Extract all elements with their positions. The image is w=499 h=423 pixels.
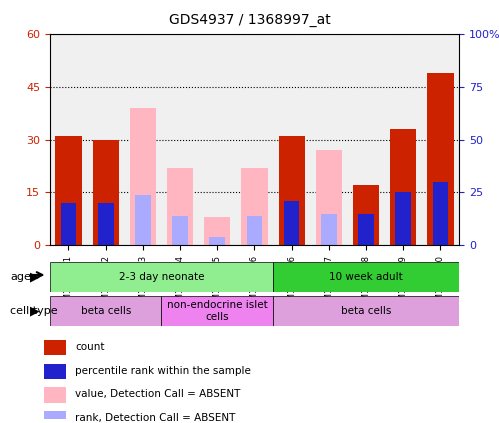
- Bar: [210, 237, 225, 245]
- Bar: [284, 201, 299, 245]
- FancyBboxPatch shape: [273, 262, 459, 292]
- Text: non-endocrine islet
cells: non-endocrine islet cells: [167, 300, 267, 322]
- Text: beta cells: beta cells: [341, 306, 391, 316]
- Bar: [167, 168, 193, 245]
- Bar: [44, 364, 66, 379]
- Bar: [433, 182, 448, 245]
- Bar: [44, 411, 66, 423]
- Bar: [390, 129, 416, 245]
- Bar: [278, 136, 305, 245]
- Bar: [55, 136, 81, 245]
- Bar: [321, 214, 337, 245]
- Text: ▶: ▶: [30, 271, 40, 283]
- FancyBboxPatch shape: [50, 262, 273, 292]
- Bar: [98, 203, 113, 245]
- Bar: [358, 214, 374, 245]
- Bar: [353, 185, 379, 245]
- Text: age: age: [10, 272, 31, 282]
- Bar: [44, 340, 66, 355]
- Bar: [247, 216, 262, 245]
- Bar: [61, 203, 76, 245]
- Text: value, Detection Call = ABSENT: value, Detection Call = ABSENT: [75, 389, 241, 399]
- Text: rank, Detection Call = ABSENT: rank, Detection Call = ABSENT: [75, 413, 236, 423]
- Bar: [204, 217, 231, 245]
- Bar: [428, 73, 454, 245]
- Bar: [316, 150, 342, 245]
- Text: GDS4937 / 1368997_at: GDS4937 / 1368997_at: [169, 13, 330, 27]
- Text: beta cells: beta cells: [80, 306, 131, 316]
- Bar: [93, 140, 119, 245]
- Bar: [135, 195, 151, 245]
- Bar: [242, 168, 267, 245]
- Bar: [44, 387, 66, 403]
- Bar: [130, 108, 156, 245]
- Text: ▶: ▶: [30, 305, 40, 317]
- Text: percentile rank within the sample: percentile rank within the sample: [75, 365, 251, 376]
- Text: 10 week adult: 10 week adult: [329, 272, 403, 282]
- Text: count: count: [75, 342, 105, 352]
- Bar: [396, 192, 411, 245]
- Bar: [172, 216, 188, 245]
- FancyBboxPatch shape: [273, 296, 459, 326]
- FancyBboxPatch shape: [50, 296, 162, 326]
- FancyBboxPatch shape: [162, 296, 273, 326]
- Text: cell type: cell type: [10, 306, 57, 316]
- Text: 2-3 day neonate: 2-3 day neonate: [119, 272, 204, 282]
